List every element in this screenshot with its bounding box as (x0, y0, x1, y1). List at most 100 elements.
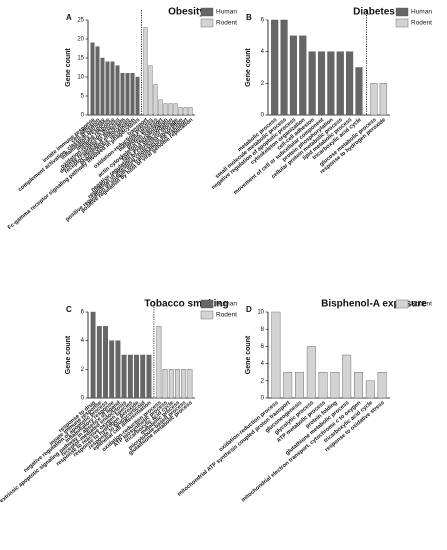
bar (120, 72, 125, 116)
bar (130, 72, 135, 116)
legend-swatch (395, 299, 409, 309)
bar (96, 326, 102, 399)
bar (308, 51, 316, 116)
y-axis-label: Gene count (65, 48, 72, 87)
bar (153, 84, 158, 116)
y-axis-label: Gene count (245, 335, 252, 374)
y-axis-label: Gene count (65, 335, 72, 374)
y-tick-label: 4 (261, 361, 265, 367)
bar (271, 19, 279, 116)
y-tick-label: 0 (261, 113, 265, 119)
y-tick-label: 0 (81, 113, 85, 119)
y-tick-label: 10 (77, 75, 84, 81)
bar (346, 51, 354, 116)
y-tick-label: 8 (261, 327, 265, 333)
panel-title: Obesity (168, 7, 205, 18)
y-tick-label: 25 (77, 18, 84, 24)
x-tick-label: mitochondrial ATP synthesis coupled prot… (177, 400, 292, 498)
legend-label: Human (216, 301, 237, 308)
bar (342, 354, 352, 399)
y-tick-label: 4 (261, 49, 265, 55)
bar (90, 311, 96, 399)
legend-swatch (395, 7, 409, 17)
y-tick-label: 2 (81, 367, 85, 373)
bar (121, 354, 127, 399)
bar (327, 51, 335, 116)
bar (318, 372, 328, 399)
bar (355, 67, 363, 116)
bar (379, 83, 387, 116)
bar (354, 372, 363, 399)
bar (146, 354, 152, 399)
y-tick-label: 0 (81, 396, 85, 402)
bar (271, 311, 281, 399)
bar (115, 65, 120, 116)
bar (280, 19, 288, 116)
y-tick-label: 20 (77, 37, 84, 43)
y-tick-label: 15 (77, 56, 84, 62)
legend-label: Human (216, 9, 237, 16)
bar (336, 51, 344, 116)
legend-swatch (395, 18, 409, 28)
bar (135, 76, 140, 116)
legend-swatch (200, 18, 214, 28)
bar (289, 35, 297, 116)
bar (173, 103, 178, 116)
bar (306, 346, 316, 399)
bar (95, 46, 100, 116)
bar (168, 103, 173, 116)
bar (90, 42, 95, 116)
legend-swatch (200, 299, 214, 309)
bar (168, 369, 174, 399)
panel-letter: D (246, 305, 252, 314)
bar (175, 369, 180, 399)
legend-label: Rodent (411, 20, 432, 27)
bar (187, 369, 193, 399)
bar (295, 372, 304, 399)
y-tick-label: 10 (257, 310, 264, 316)
bar (299, 35, 307, 116)
y-tick-label: 6 (81, 310, 85, 316)
bar (163, 103, 168, 116)
bar (143, 27, 148, 116)
bar (183, 107, 188, 116)
legend-swatch (200, 310, 214, 320)
y-tick-label: 0 (261, 396, 265, 402)
bar (317, 51, 326, 116)
bar (115, 340, 121, 399)
legend-label: Rodent (216, 20, 237, 27)
y-tick-label: 6 (261, 18, 265, 24)
bar (103, 326, 108, 399)
legend-swatch (200, 7, 214, 17)
bar (365, 380, 375, 399)
bar (140, 354, 146, 399)
bar (178, 107, 183, 116)
y-tick-label: 2 (261, 81, 265, 87)
panel-letter: A (66, 13, 72, 22)
bar (370, 83, 378, 116)
panel-letter: B (246, 13, 252, 22)
bar (188, 107, 193, 116)
bar (181, 369, 187, 399)
bar (109, 340, 115, 399)
panel-title: Tobacco smoking (144, 299, 228, 310)
bar (156, 326, 162, 399)
bar (105, 61, 110, 116)
panel-letter: C (66, 305, 72, 314)
legend-label: Human (411, 9, 432, 16)
bar (330, 372, 340, 399)
bar (134, 354, 139, 399)
legend-label: Rodent (411, 301, 432, 308)
bar (100, 57, 105, 116)
bar (377, 372, 387, 399)
bar (162, 369, 168, 399)
bar (125, 72, 130, 116)
legend-label: Rodent (216, 312, 237, 319)
y-tick-label: 6 (261, 344, 265, 350)
y-tick-label: 5 (81, 94, 85, 100)
panel-title: Bisphenol-A exposure (321, 299, 427, 310)
y-axis-label: Gene count (245, 48, 252, 87)
